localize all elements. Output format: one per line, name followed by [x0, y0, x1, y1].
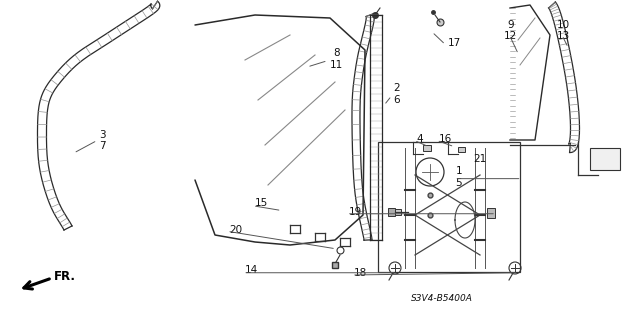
- Bar: [458, 147, 465, 152]
- Bar: [388, 208, 395, 216]
- Text: 16: 16: [438, 134, 452, 144]
- Bar: [590, 148, 620, 170]
- Text: 9
12: 9 12: [504, 19, 517, 41]
- Bar: [487, 208, 495, 218]
- Text: 15: 15: [255, 197, 268, 208]
- Text: 18: 18: [354, 268, 367, 278]
- Text: 8
11: 8 11: [330, 48, 343, 70]
- Text: 14: 14: [245, 264, 259, 275]
- Bar: [395, 209, 401, 215]
- Text: 10
13: 10 13: [557, 19, 570, 41]
- Text: 1
5: 1 5: [456, 166, 462, 188]
- Bar: [423, 145, 431, 151]
- Text: 21: 21: [474, 154, 487, 165]
- Text: 3
7: 3 7: [99, 130, 106, 151]
- Text: 19: 19: [349, 207, 362, 217]
- Bar: [378, 142, 520, 272]
- Text: FR.: FR.: [54, 271, 76, 284]
- Text: 4: 4: [416, 134, 422, 144]
- Text: 2
6: 2 6: [394, 83, 400, 105]
- Text: S3V4-B5400A: S3V4-B5400A: [411, 294, 472, 303]
- Text: 20: 20: [229, 225, 243, 235]
- Text: 17: 17: [448, 38, 461, 48]
